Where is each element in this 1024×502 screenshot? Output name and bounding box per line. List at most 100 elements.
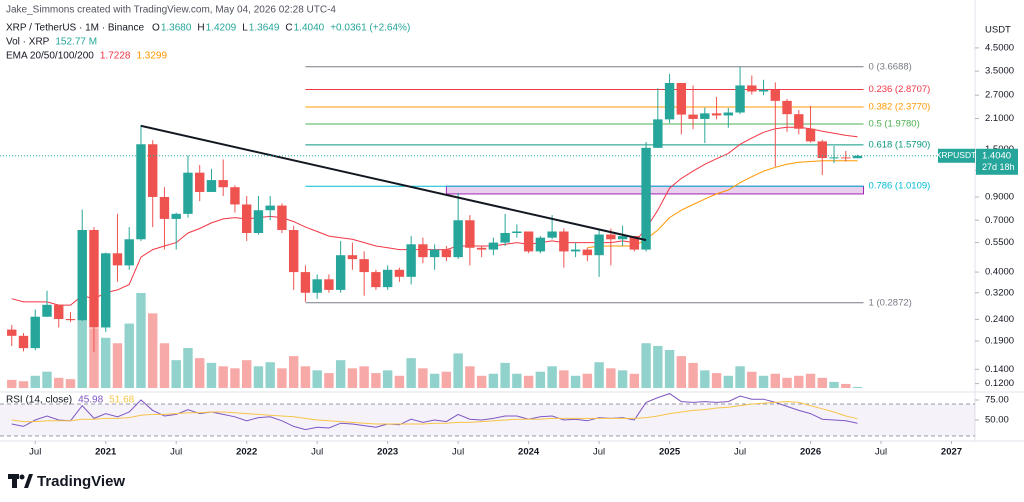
volume-bar bbox=[171, 360, 181, 388]
volume-bar bbox=[195, 358, 205, 388]
volume-bar bbox=[758, 375, 769, 388]
legend-text: 1.7228 bbox=[100, 51, 131, 62]
candle-body bbox=[288, 230, 299, 273]
candle-body bbox=[195, 172, 205, 192]
volume-bar bbox=[629, 373, 640, 388]
fib-label: 0 (3.6688) bbox=[869, 61, 912, 72]
volume-bar bbox=[441, 371, 452, 388]
candle-body bbox=[136, 144, 146, 240]
credit: Jake_Simmons created with TradingView.co… bbox=[6, 5, 336, 16]
volume-bar bbox=[570, 375, 581, 388]
legend-text: 1.3649 bbox=[249, 23, 280, 34]
price-value: 1.4040 bbox=[982, 150, 1011, 161]
candle-body bbox=[500, 232, 510, 243]
volume-bar bbox=[54, 377, 64, 388]
volume-bar bbox=[429, 373, 440, 388]
x-tick-label: 2023 bbox=[377, 447, 398, 458]
volume-bar bbox=[735, 366, 745, 388]
candle-body bbox=[653, 119, 663, 148]
volume-bar bbox=[18, 381, 29, 388]
candle-body bbox=[794, 114, 804, 129]
fib-label: 0.618 (1.5790) bbox=[869, 139, 931, 150]
candle-body bbox=[77, 230, 87, 321]
volume-bar bbox=[89, 328, 99, 388]
fib-zone bbox=[445, 185, 865, 195]
y-tick-label: 0.9000 bbox=[985, 191, 1014, 202]
candle-body bbox=[218, 180, 228, 188]
candle-body bbox=[465, 220, 475, 248]
x-tick-label: 2021 bbox=[95, 447, 117, 458]
volume-bar bbox=[382, 370, 393, 388]
candle-body bbox=[183, 172, 193, 214]
price-box bbox=[976, 148, 1018, 175]
candle-body bbox=[429, 249, 440, 258]
volume-bar bbox=[747, 371, 757, 388]
volume-bar bbox=[664, 350, 675, 388]
volume-bar bbox=[500, 362, 510, 388]
volume-bar bbox=[159, 343, 170, 388]
volume-bar bbox=[688, 362, 698, 388]
candle-body bbox=[394, 269, 405, 277]
candle-body bbox=[829, 157, 839, 159]
candle-body bbox=[476, 247, 487, 250]
candle-body bbox=[159, 196, 170, 219]
fib-label: 1 (0.2872) bbox=[869, 297, 912, 308]
volume-bar bbox=[829, 381, 839, 388]
volume-bar bbox=[770, 373, 780, 388]
y-tick-label: 0.5500 bbox=[985, 237, 1014, 248]
volume-bar bbox=[112, 343, 123, 388]
legend-text: EMA 20/50/100/200 bbox=[6, 51, 94, 62]
x-tick-label: 2022 bbox=[236, 447, 257, 458]
legend-text: 152.77 M bbox=[55, 37, 97, 48]
volume-bar bbox=[30, 375, 40, 388]
fib-label: 0.5 (1.9780) bbox=[869, 119, 920, 130]
x-tick-label: Jul bbox=[734, 447, 746, 458]
price-symbol: XRPUSDT bbox=[936, 150, 977, 160]
candle-body bbox=[42, 304, 52, 317]
candle-body bbox=[54, 304, 64, 320]
volume-bar bbox=[312, 370, 322, 388]
candle-body bbox=[735, 85, 745, 113]
legend-text: C bbox=[285, 23, 292, 34]
volume-bar bbox=[488, 373, 499, 388]
volume-bar bbox=[65, 379, 76, 388]
volume-bar bbox=[148, 313, 158, 388]
candle-body bbox=[171, 213, 181, 219]
legend-text: 1.4209 bbox=[206, 23, 237, 34]
volume-bar bbox=[230, 368, 240, 388]
legend-text: +0.0361 (+2.64%) bbox=[330, 23, 410, 34]
legend-text: 1.4040 bbox=[294, 23, 325, 34]
volume-bar bbox=[324, 373, 334, 388]
price-symbol-box bbox=[938, 148, 975, 163]
candle-body bbox=[101, 253, 111, 328]
volume-bar bbox=[241, 360, 252, 388]
candle-body bbox=[594, 234, 604, 256]
volume-bar bbox=[371, 373, 381, 388]
volume-bar bbox=[183, 347, 193, 388]
x-tick-label: 2026 bbox=[800, 447, 821, 458]
legend-text: 1.3299 bbox=[136, 51, 167, 62]
fib-label: 0.786 (1.0109) bbox=[869, 181, 931, 192]
candle-body bbox=[206, 180, 217, 192]
volume-bar bbox=[465, 366, 475, 388]
legend-text: O bbox=[152, 23, 160, 34]
volume-bar bbox=[535, 371, 546, 388]
rsi-line bbox=[11, 401, 858, 425]
candle-body bbox=[770, 89, 780, 101]
volume-bar bbox=[206, 362, 217, 388]
volume-bar bbox=[817, 377, 827, 388]
candle-body bbox=[547, 231, 557, 238]
legend-text: 51.68 bbox=[109, 395, 134, 406]
y-tick-label: 0.1200 bbox=[985, 378, 1014, 389]
y-tick-label: 0.2400 bbox=[985, 314, 1014, 325]
x-tick-label: Jul bbox=[452, 447, 464, 458]
x-tick-label: 2025 bbox=[659, 447, 681, 458]
volume-bar bbox=[794, 375, 804, 388]
legend-text: XRP / TetherUS · 1M · Binance bbox=[6, 23, 144, 34]
x-tick-label: Jul bbox=[593, 447, 605, 458]
volume-bar bbox=[406, 358, 416, 388]
candle-body bbox=[112, 253, 123, 266]
candle-body bbox=[7, 329, 17, 336]
volume-bar bbox=[805, 373, 816, 388]
